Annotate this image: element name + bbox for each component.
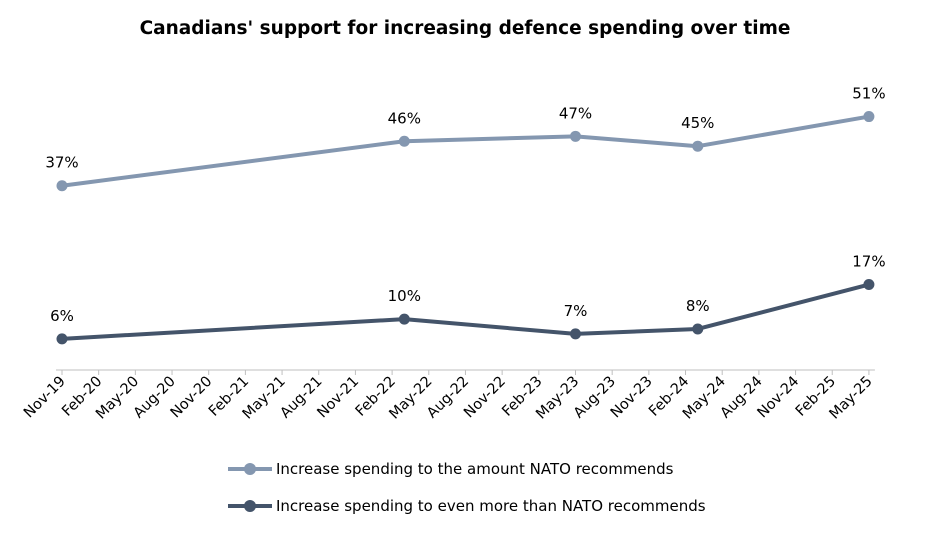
x-tick-label: Nov-22 (461, 374, 509, 422)
data-point (692, 140, 704, 152)
x-tick-label: Nov-21 (314, 374, 362, 422)
legend-label-more-than-nato: Increase spending to even more than NATO… (276, 497, 706, 515)
data-label: 46% (388, 109, 421, 127)
data-point (398, 135, 410, 147)
data-label: 17% (852, 253, 885, 271)
data-label: 51% (852, 85, 885, 103)
data-label: 7% (564, 302, 588, 320)
data-label: 8% (686, 297, 710, 315)
legend-item-nato-amount: Increase spending to the amount NATO rec… (228, 460, 674, 478)
legend-marker (244, 463, 256, 475)
data-label: 45% (681, 114, 714, 132)
data-label: 37% (45, 154, 78, 172)
data-point (863, 111, 875, 123)
legend-label-nato-amount: Increase spending to the amount NATO rec… (276, 460, 674, 478)
data-label: 10% (388, 287, 421, 305)
data-point (692, 323, 704, 335)
data-point (56, 333, 68, 345)
series-layer: 37% 46% 47% 45% 51% 6% 10% 7% 8% 17% (45, 85, 886, 345)
x-tick-label: Nov-24 (755, 374, 803, 422)
data-point (569, 328, 581, 340)
legend-swatch-more-than-nato (228, 498, 272, 514)
legend-marker (244, 500, 256, 512)
x-tick-label: Nov-23 (608, 374, 656, 422)
chart-title: Canadians' support for increasing defenc… (139, 18, 791, 39)
x-tick-label: Nov-19 (21, 374, 69, 422)
legend-swatch-nato-amount (228, 461, 272, 477)
data-point (569, 130, 581, 142)
data-point (398, 313, 410, 325)
legend-item-more-than-nato: Increase spending to even more than NATO… (228, 497, 706, 515)
x-axis: Nov-19Feb-20May-20Aug-20Nov-20Feb-21May-… (21, 369, 876, 423)
data-label: 47% (559, 104, 592, 122)
x-tick-label: Nov-20 (168, 374, 216, 422)
series-line-0 (60, 114, 871, 188)
data-point (863, 279, 875, 291)
series-line-1 (60, 282, 871, 341)
data-point (56, 180, 68, 192)
data-label: 6% (50, 307, 74, 325)
